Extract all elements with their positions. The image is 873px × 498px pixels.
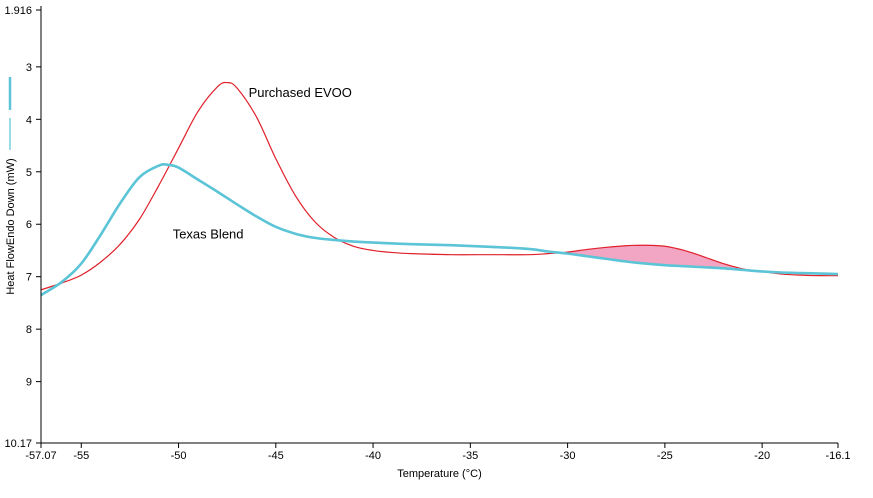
x-tick-label: -30 <box>560 450 576 462</box>
series-label-purchased-evoo: Purchased EVOO <box>249 85 352 100</box>
x-tick-label: -50 <box>171 450 187 462</box>
y-tick-label: 7 <box>26 272 32 284</box>
y-tick-label: 6 <box>26 219 32 231</box>
x-tick-label: -40 <box>365 450 381 462</box>
y-tick-label: 10.17 <box>4 438 32 450</box>
x-tick-label: -35 <box>462 450 478 462</box>
x-tick-label: -16.1 <box>825 450 850 462</box>
y-tick-label: 9 <box>26 377 32 389</box>
y-tick-label: 5 <box>26 167 32 179</box>
axes-layer: -57.07 -55 -50 -45 -40 -35 -30 -25 -20 -16.1 1.91… <box>4 5 850 480</box>
series-line-texas-blend <box>40 163 839 297</box>
x-tick-label: -25 <box>657 450 673 462</box>
shaded-region-layer <box>567 245 753 271</box>
x-ticks: -57.07 -55 -50 -45 -40 -35 -30 -25 -20 -16.1 <box>25 443 851 462</box>
x-tick-label: -55 <box>73 450 89 462</box>
y-tick-label: 8 <box>26 324 32 336</box>
shaded-region <box>567 245 753 271</box>
x-axis-title: Temperature (°C) <box>397 468 481 480</box>
series-label-texas-blend: Texas Blend <box>173 227 244 242</box>
y-axis-title: Heat FlowEndo Down (mW) <box>5 158 17 294</box>
x-tick-label: -20 <box>754 450 770 462</box>
annotation-layer: Purchased EVOO Texas Blend <box>173 85 352 242</box>
series-line-purchased-evoo <box>40 81 839 291</box>
y-tick-label: 3 <box>26 62 32 74</box>
y-tick-label: 4 <box>26 114 32 126</box>
x-tick-label: -45 <box>268 450 284 462</box>
series-layer <box>40 81 839 297</box>
y-tick-label: 1.916 <box>4 5 32 17</box>
x-tick-label: -57.07 <box>25 450 56 462</box>
y-ticks: 1.916 3 4 5 6 7 8 9 10.17 <box>4 5 41 450</box>
